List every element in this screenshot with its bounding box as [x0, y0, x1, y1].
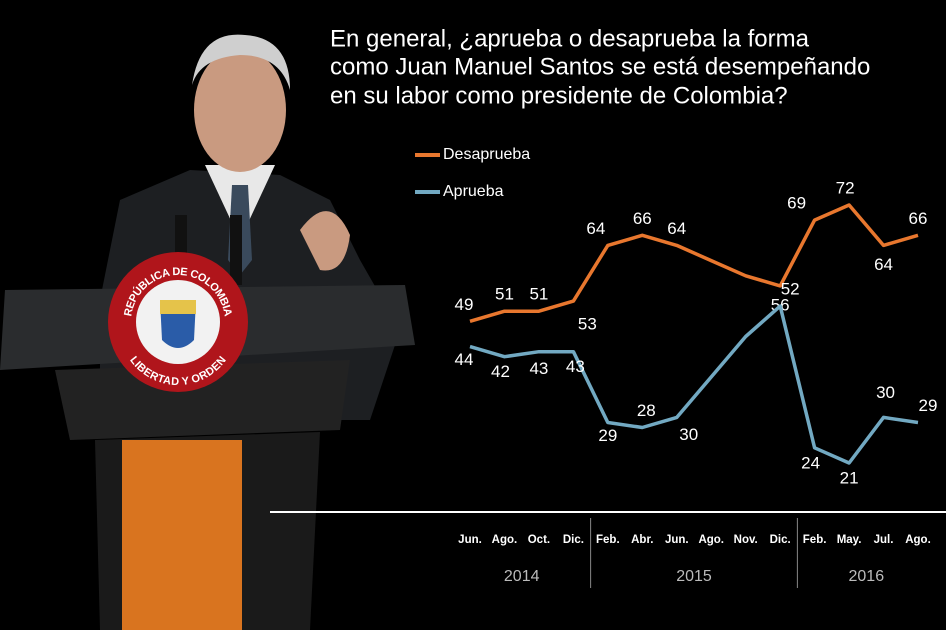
- data-label: 72: [836, 178, 855, 197]
- hair: [192, 34, 290, 90]
- x-tick-label: Abr.: [631, 534, 653, 546]
- data-label: 30: [876, 383, 895, 402]
- chart-title: En general, ¿aprueba o desaprueba la for…: [330, 25, 810, 52]
- legend-label: Aprueba: [443, 183, 504, 200]
- data-label: 43: [529, 359, 548, 378]
- chart-title: en su labor como presidente de Colombia?: [330, 82, 788, 109]
- data-label: 51: [495, 285, 514, 304]
- data-label: 43: [566, 357, 585, 376]
- data-label: 64: [667, 219, 686, 238]
- x-tick-label: Ago.: [492, 534, 518, 546]
- data-label: 28: [637, 401, 656, 420]
- x-tick-label: Ago.: [905, 534, 931, 546]
- data-label: 53: [578, 315, 597, 334]
- data-label: 24: [801, 453, 820, 472]
- x-tick-label: Feb.: [803, 534, 827, 546]
- podium-body: [55, 360, 350, 440]
- data-label: 64: [586, 219, 605, 238]
- legend-label: Desaprueba: [443, 146, 530, 163]
- data-label: 42: [491, 362, 510, 381]
- data-label: 29: [919, 396, 938, 415]
- year-label: 2015: [676, 568, 712, 585]
- x-tick-label: Jun.: [458, 534, 482, 546]
- data-label: 66: [633, 209, 652, 228]
- data-label: 52: [781, 280, 800, 299]
- x-tick-label: Ago.: [698, 534, 724, 546]
- mic: [230, 215, 242, 285]
- x-tick-label: Jul.: [874, 534, 894, 546]
- data-label: 21: [840, 468, 859, 487]
- data-label: 66: [909, 209, 928, 228]
- data-label: 49: [455, 295, 474, 314]
- data-label: 64: [874, 255, 893, 274]
- seal-band: [160, 300, 196, 314]
- hand: [300, 211, 350, 271]
- head: [194, 48, 286, 172]
- data-label: 51: [529, 285, 548, 304]
- year-label: 2016: [849, 568, 885, 585]
- series-line: [469, 304, 919, 465]
- data-label: 44: [455, 350, 474, 369]
- year-label: 2014: [504, 568, 540, 585]
- data-label: 69: [787, 194, 806, 213]
- x-tick-label: Feb.: [596, 534, 620, 546]
- photo: REPÚBLICA DE COLOMBIA LIBERTAD Y ORDEN: [0, 34, 415, 630]
- data-label: 29: [598, 426, 617, 445]
- x-tick-label: May.: [837, 534, 862, 546]
- x-tick-label: Nov.: [734, 534, 758, 546]
- data-label: 30: [679, 425, 698, 444]
- x-tick-label: Dic.: [770, 534, 791, 546]
- series-line: [469, 203, 919, 323]
- x-tick-label: Oct.: [528, 534, 550, 546]
- podium-panel: [122, 440, 242, 630]
- x-tick-label: Dic.: [563, 534, 584, 546]
- x-tick-label: Jun.: [665, 534, 689, 546]
- chart-title: como Juan Manuel Santos se está desempeñ…: [330, 53, 870, 80]
